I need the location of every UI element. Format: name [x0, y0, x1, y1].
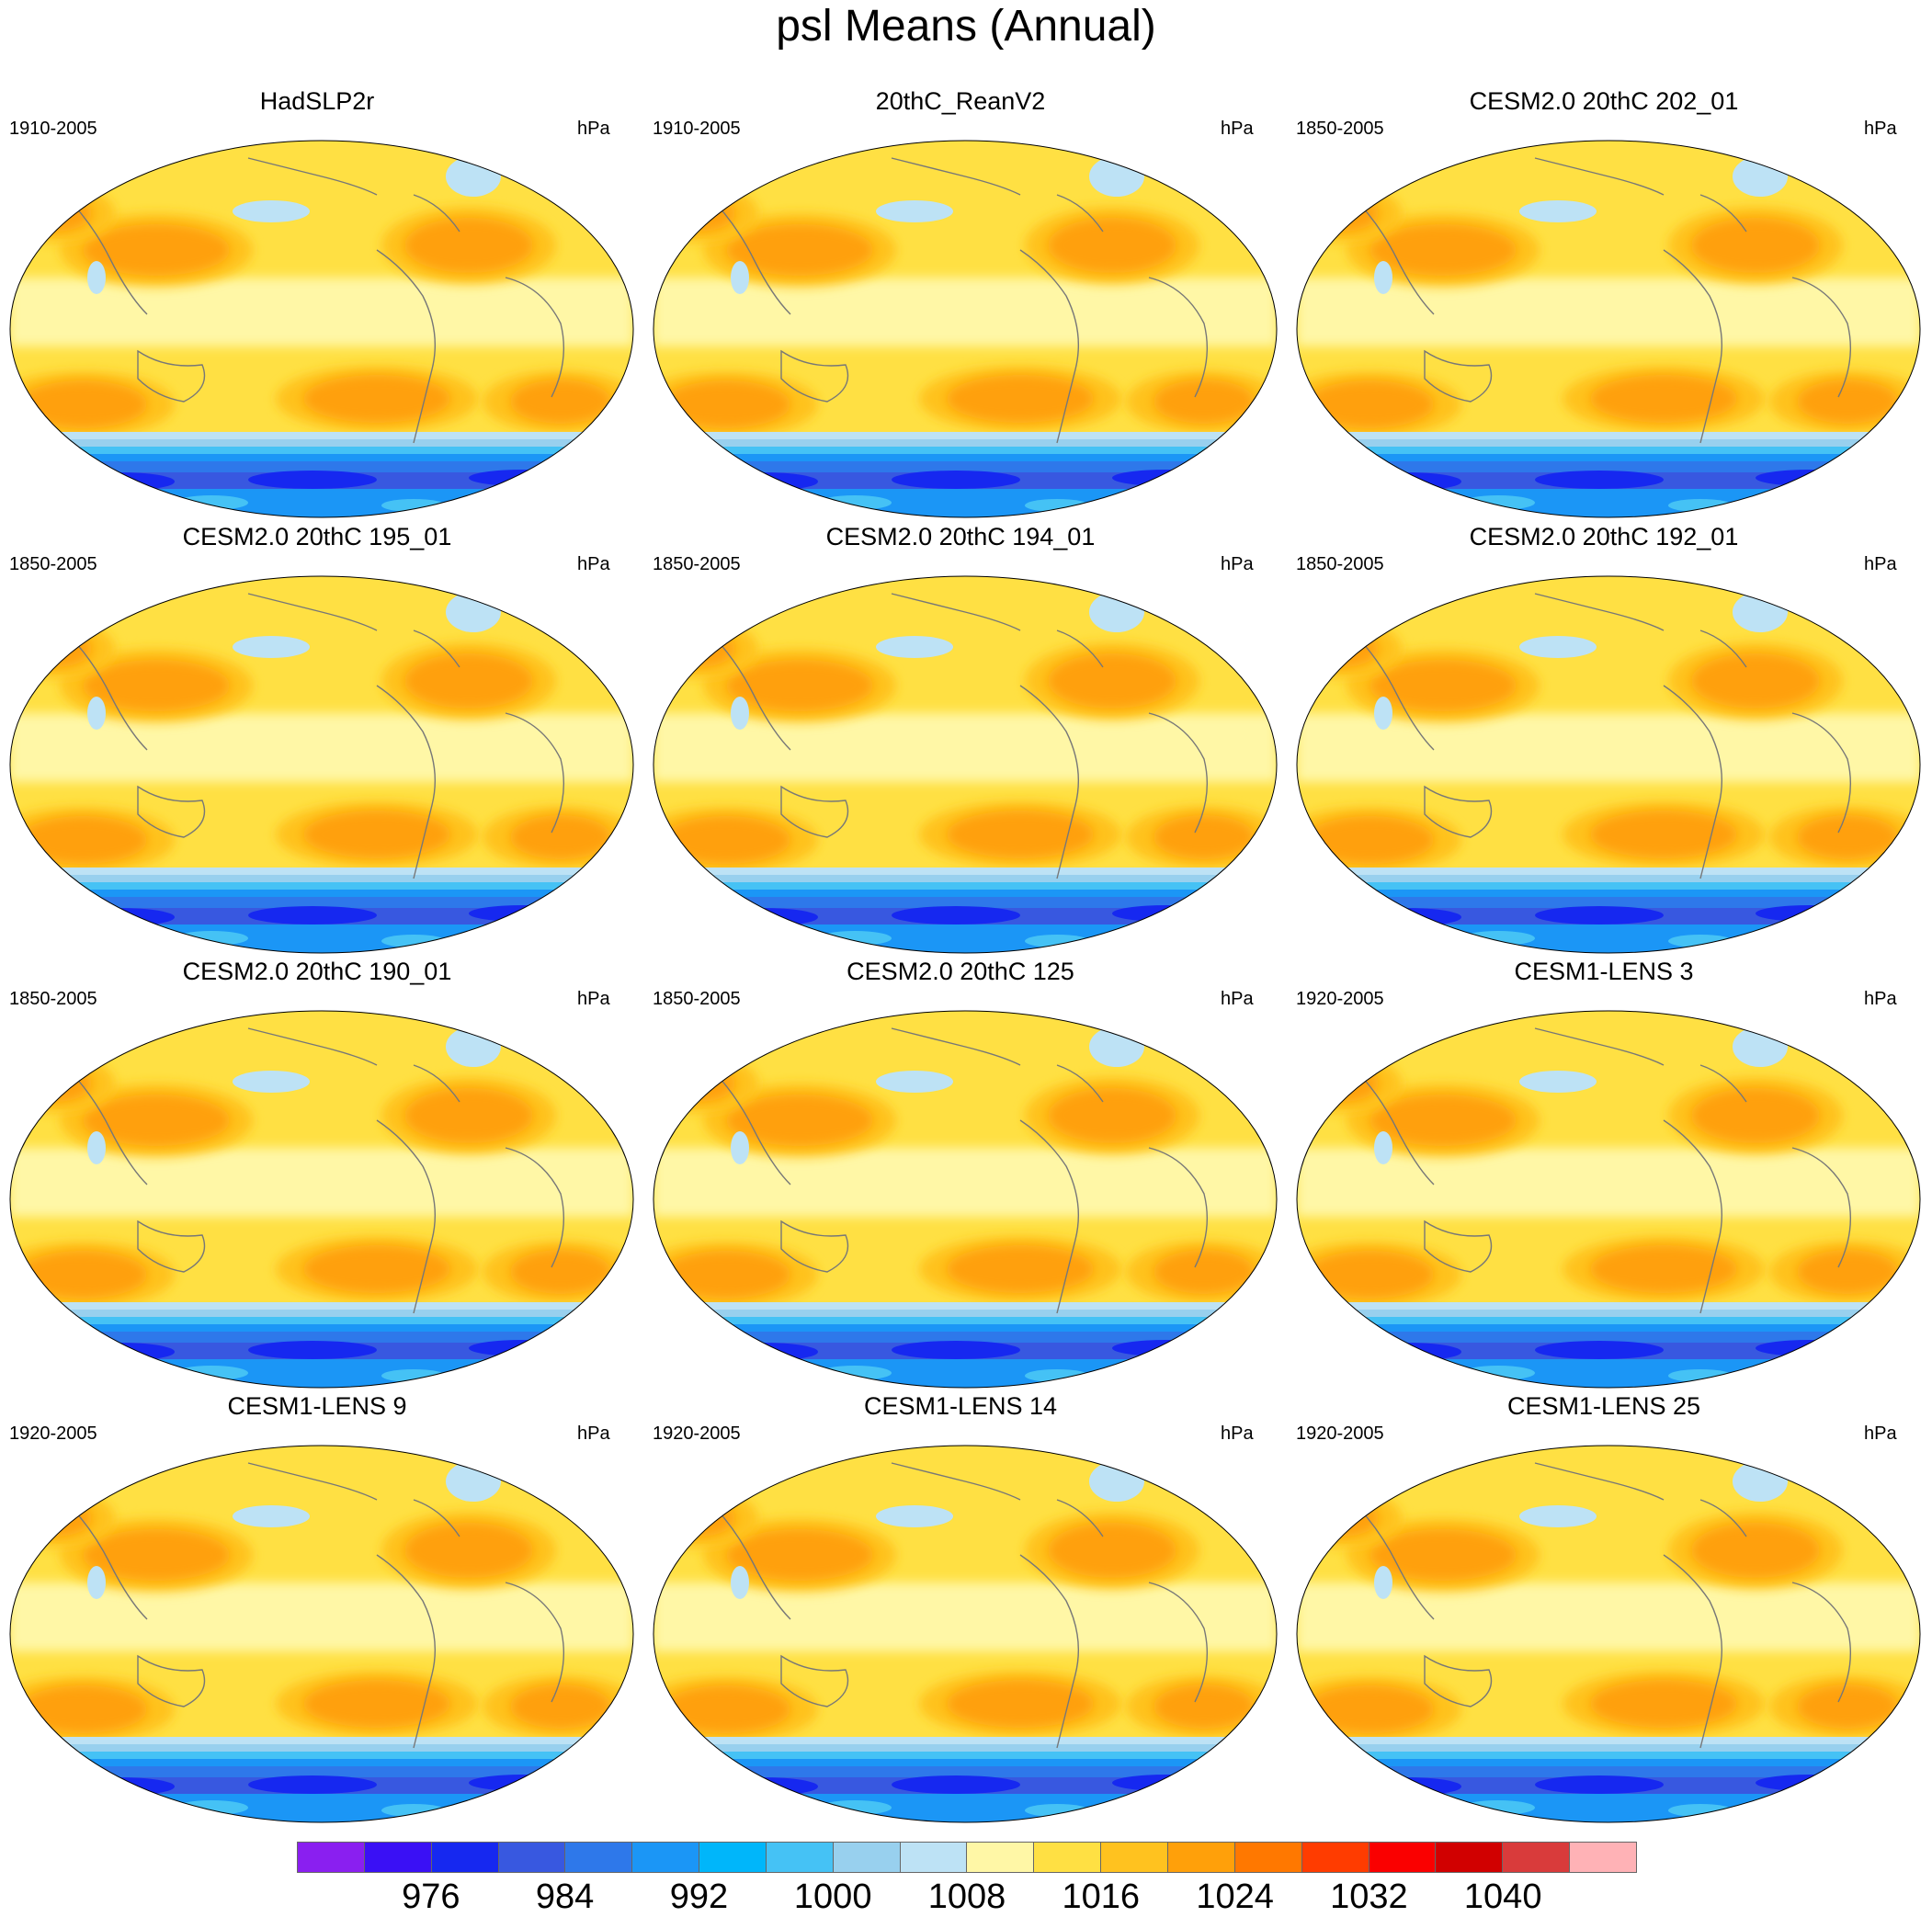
- panel-unit: hPa: [1221, 989, 1254, 1009]
- panel-unit: hPa: [577, 119, 610, 139]
- psl-map: [1296, 140, 1921, 518]
- panel-unit: hPa: [1221, 554, 1254, 574]
- panel-unit: hPa: [1221, 1424, 1254, 1444]
- panel-title: 20thC_ReanV2: [875, 87, 1046, 115]
- panel-period: 1850-2005: [9, 554, 97, 574]
- colorbar-tick-label: 1016: [1062, 1877, 1141, 1916]
- panel-period: 1850-2005: [1296, 119, 1384, 139]
- panel-unit: hPa: [1221, 119, 1254, 139]
- colorbar-box: [1435, 1842, 1504, 1873]
- colorbar-box: [1502, 1842, 1571, 1873]
- psl-map: [1296, 1010, 1921, 1389]
- panel-title: CESM1-LENS 25: [1506, 1392, 1701, 1420]
- colorbar-tick-label: 992: [669, 1877, 729, 1916]
- colorbar-box: [1100, 1842, 1168, 1873]
- colorbar-box: [564, 1842, 633, 1873]
- panel-period: 1920-2005: [1296, 1424, 1384, 1444]
- panel-title: CESM2.0 20thC 125: [847, 958, 1074, 985]
- panel-period: 1850-2005: [653, 554, 741, 574]
- colorbar-tick-label: 976: [402, 1877, 460, 1916]
- panel-title: CESM2.0 20thC 192_01: [1469, 523, 1739, 550]
- colorbar-box: [497, 1842, 566, 1873]
- map-panel: 20thC_ReanV2 1910-2005 hPa: [643, 86, 1278, 518]
- map-panel: CESM2.0 20thC 125 1850-2005 hPa: [643, 957, 1278, 1389]
- panel-period: 1850-2005: [653, 989, 741, 1009]
- psl-map: [9, 1445, 634, 1823]
- panel-period: 1920-2005: [1296, 989, 1384, 1009]
- psl-map: [9, 140, 634, 518]
- psl-map: [653, 1010, 1278, 1389]
- psl-map: [9, 575, 634, 954]
- colorbar-box: [765, 1842, 834, 1873]
- panel-unit: hPa: [1864, 554, 1897, 574]
- psl-map: [9, 1010, 634, 1389]
- psl-map: [653, 1445, 1278, 1823]
- map-panel: CESM2.0 20thC 195_01 1850-2005 hPa: [0, 522, 634, 954]
- map-panel: CESM2.0 20thC 194_01 1850-2005 hPa: [643, 522, 1278, 954]
- panel-unit: hPa: [1864, 989, 1897, 1009]
- colorbar-box: [899, 1842, 968, 1873]
- colorbar-tick-label: 1024: [1196, 1877, 1274, 1916]
- colorbar-tick-label: 1008: [927, 1877, 1006, 1916]
- figure-title: psl Means (Annual): [776, 2, 1156, 51]
- panel-title: CESM2.0 20thC 194_01: [825, 523, 1096, 550]
- colorbar-box: [1233, 1842, 1302, 1873]
- panel-period: 1850-2005: [1296, 554, 1384, 574]
- colorbar: 976 984 992 1000 1008 1016 1024 1032 1040: [297, 1842, 1637, 1917]
- colorbar-box: [832, 1842, 901, 1873]
- panel-period: 1920-2005: [653, 1424, 741, 1444]
- colorbar-tick-label: 984: [535, 1877, 595, 1916]
- colorbar-box: [966, 1842, 1035, 1873]
- colorbar-box: [631, 1842, 700, 1873]
- colorbar-box: [1033, 1842, 1102, 1873]
- colorbar-box: [1569, 1842, 1637, 1873]
- map-panel: CESM2.0 20thC 190_01 1850-2005 hPa: [0, 957, 634, 1389]
- map-panel: HadSLP2r 1910-2005 hPa: [0, 86, 634, 518]
- panel-title: CESM2.0 20thC 202_01: [1469, 87, 1739, 115]
- panel-title: CESM1-LENS 3: [1514, 958, 1694, 985]
- map-panel: CESM1-LENS 14 1920-2005 hPa: [643, 1391, 1278, 1823]
- map-panel: CESM2.0 20thC 192_01 1850-2005 hPa: [1287, 522, 1921, 954]
- panel-period: 1920-2005: [9, 1424, 97, 1444]
- colorbar-box: [297, 1842, 365, 1873]
- panel-unit: hPa: [577, 1424, 610, 1444]
- colorbar-box: [430, 1842, 499, 1873]
- panel-unit: hPa: [1864, 1424, 1897, 1444]
- colorbar-boxes: [297, 1842, 1637, 1873]
- colorbar-box: [363, 1842, 432, 1873]
- psl-map: [1296, 575, 1921, 954]
- colorbar-tick-label: 1032: [1330, 1877, 1408, 1916]
- map-panel: CESM1-LENS 9 1920-2005 hPa: [0, 1391, 634, 1823]
- panel-unit: hPa: [577, 554, 610, 574]
- panel-title: CESM2.0 20thC 190_01: [182, 958, 452, 985]
- colorbar-box: [1301, 1842, 1369, 1873]
- psl-map: [1296, 1445, 1921, 1823]
- panel-period: 1910-2005: [9, 119, 97, 139]
- panel-title: CESM2.0 20thC 195_01: [182, 523, 452, 550]
- panel-period: 1850-2005: [9, 989, 97, 1009]
- map-panel: CESM2.0 20thC 202_01 1850-2005 hPa: [1287, 86, 1921, 518]
- map-panel: CESM1-LENS 25 1920-2005 hPa: [1287, 1391, 1921, 1823]
- panel-period: 1910-2005: [653, 119, 741, 139]
- colorbar-tick-label: 1000: [793, 1877, 872, 1916]
- colorbar-box: [1166, 1842, 1235, 1873]
- colorbar-box: [1368, 1842, 1437, 1873]
- map-panel: CESM1-LENS 3 1920-2005 hPa: [1287, 957, 1921, 1389]
- colorbar-box: [699, 1842, 767, 1873]
- panel-unit: hPa: [577, 989, 610, 1009]
- psl-map: [653, 140, 1278, 518]
- psl-map: [653, 575, 1278, 954]
- panel-title: CESM1-LENS 9: [227, 1392, 407, 1420]
- panel-title: HadSLP2r: [259, 87, 375, 115]
- colorbar-tick-label: 1040: [1463, 1877, 1542, 1916]
- panel-unit: hPa: [1864, 119, 1897, 139]
- panel-title: CESM1-LENS 14: [863, 1392, 1058, 1420]
